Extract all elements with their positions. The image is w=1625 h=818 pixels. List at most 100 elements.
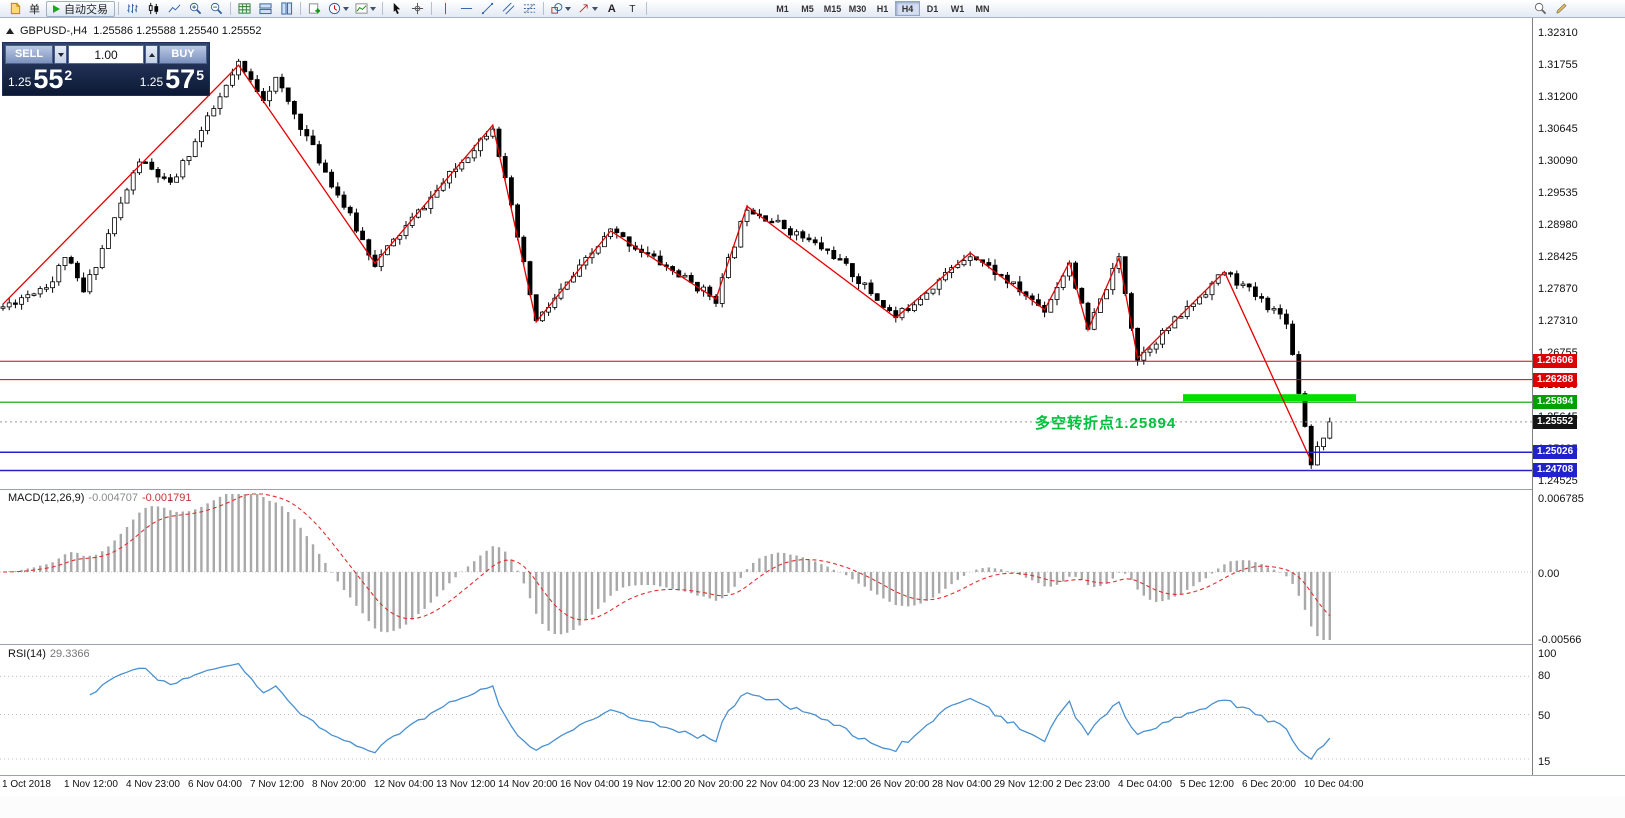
buy-price-display[interactable]: 1.25 57 5: [140, 65, 204, 93]
timeframe-button-mn[interactable]: MN: [975, 3, 990, 14]
timeframe-button-m15[interactable]: M15: [823, 3, 842, 14]
timeframe-button-h4[interactable]: H4: [895, 1, 920, 16]
trade-panel-collapse-arrow-icon[interactable]: [6, 28, 14, 34]
tile-windows-vertical-icon[interactable]: [276, 1, 297, 16]
price-scale-label: 1.32310: [1538, 27, 1578, 39]
horizontal-line-icon[interactable]: [456, 1, 477, 16]
sell-button[interactable]: SELL: [5, 45, 53, 64]
fibonacci-icon[interactable]: [519, 1, 540, 16]
timeframe-button-w1[interactable]: W1: [950, 3, 965, 14]
autotrading-button[interactable]: 自动交易: [46, 0, 115, 17]
timeframe-button-m5[interactable]: M5: [801, 3, 814, 14]
chart-grid-icon[interactable]: [234, 1, 255, 16]
symbol-timeframe-title: GBPUSD-,H4: [20, 25, 88, 37]
channel-icon[interactable]: [498, 1, 519, 16]
price-scale-label: 1.27310: [1538, 315, 1578, 327]
text-icon[interactable]: A: [601, 1, 622, 16]
zoom-in-icon[interactable]: [185, 1, 206, 16]
macd-signal-line: [2, 493, 1331, 621]
current-price-badge: 1.25552: [1533, 415, 1578, 429]
indicators-icon[interactable]: [352, 1, 379, 16]
timeframe-button-m1[interactable]: M1: [776, 3, 789, 14]
price-level-badge[interactable]: 1.25894: [1533, 395, 1578, 409]
annotation-text: 多空转折点1.25894: [1035, 415, 1177, 432]
time-axis-label: 26 Nov 20:00: [870, 779, 930, 790]
cursor-icon[interactable]: [386, 1, 407, 16]
text-label-icon[interactable]: T: [622, 1, 643, 16]
price-scale-label: 1.30090: [1538, 155, 1578, 167]
caret-down-icon: [57, 52, 64, 57]
trendline-icon[interactable]: [477, 1, 498, 16]
rsi-line: [89, 662, 1331, 761]
price-chart-canvas[interactable]: [0, 18, 1532, 489]
rsi-value: 29.3366: [49, 648, 90, 660]
zoom-out-icon[interactable]: [206, 1, 227, 16]
price-level-badge[interactable]: 1.24708: [1533, 463, 1578, 477]
toolbar-separator: [300, 2, 301, 15]
candlestick-chart-icon[interactable]: [143, 1, 164, 16]
volume-up-button[interactable]: [145, 45, 158, 64]
volume-input[interactable]: [68, 45, 144, 64]
bar-chart-icon[interactable]: [122, 1, 143, 16]
macd-scale-label: 0.006785: [1538, 493, 1584, 505]
rsi-scale-label: 80: [1538, 670, 1551, 682]
trade-panel-quotes: 1.25 55 2 1.25 57 5: [5, 64, 207, 93]
timeframe-button-d1[interactable]: D1: [926, 3, 939, 14]
autotrading-play-icon: [53, 4, 60, 13]
time-axis-label: 16 Nov 04:00: [560, 779, 620, 790]
price-scale-label: 1.30645: [1538, 123, 1578, 135]
new-order-label: 单: [29, 3, 40, 16]
order-document-icon: [5, 1, 26, 16]
rsi-label: RSI(14): [8, 648, 46, 660]
zigzag-line[interactable]: [2, 64, 1312, 462]
rsi-canvas[interactable]: [0, 645, 1532, 774]
price-scale-label: 1.28425: [1538, 251, 1578, 263]
price-scale[interactable]: 1.32310 1.31755 1.31200 1.30645 1.30090 1.295…: [1532, 18, 1625, 775]
macd-canvas[interactable]: [0, 490, 1532, 644]
price-level-badge[interactable]: 1.25026: [1533, 445, 1578, 459]
timeframe-button-m30[interactable]: M30: [848, 3, 867, 14]
price-level-badge[interactable]: 1.26288: [1533, 373, 1578, 387]
one-click-trading-panel: SELL BUY 1.25 55 2 1.25 57 5: [2, 42, 210, 96]
new-order-button[interactable]: 单: [3, 1, 42, 17]
edit-pencil-icon[interactable]: [1551, 1, 1572, 16]
new-chart-icon[interactable]: [304, 1, 325, 16]
time-axis[interactable]: 1 Oct 2018 1 Nov 12:00 4 Nov 23:00 6 Nov 04…: [0, 776, 1625, 796]
time-axis-label: 19 Nov 12:00: [622, 779, 682, 790]
toolbar-separator: [646, 2, 647, 15]
pane-separator[interactable]: [0, 489, 1625, 490]
price-scale-label: 1.31755: [1538, 59, 1578, 71]
dropdown-caret-icon: [370, 6, 376, 11]
support-highlight-bar[interactable]: [1183, 394, 1356, 402]
tile-windows-horizontal-icon[interactable]: [255, 1, 276, 16]
arrows-icon[interactable]: [574, 1, 601, 16]
line-chart-icon[interactable]: [164, 1, 185, 16]
timeframe-toolbar: M1 M5 M15 M30 H1 H4 D1 W1 MN: [770, 1, 995, 16]
time-axis-label: 29 Nov 12:00: [994, 779, 1054, 790]
svg-text:T: T: [629, 4, 635, 15]
time-axis-label: 10 Dec 04:00: [1304, 779, 1364, 790]
price-level-badge[interactable]: 1.26606: [1533, 354, 1578, 368]
timeframe-button-h1[interactable]: H1: [876, 3, 889, 14]
symbol-header: GBPUSD-,H4 1.25586 1.25588 1.25540 1.255…: [6, 25, 261, 37]
macd-label: MACD(12,26,9): [8, 492, 85, 504]
macd-signal-value: -0.001791: [141, 492, 192, 504]
toolbar-separator: [543, 2, 544, 15]
sell-price-display[interactable]: 1.25 55 2: [8, 65, 72, 93]
dropdown-caret-icon: [592, 6, 598, 11]
time-axis-label: 1 Oct 2018: [2, 779, 51, 790]
search-icon[interactable]: [1530, 1, 1551, 16]
shapes-icon[interactable]: [547, 1, 574, 16]
period-selector-icon[interactable]: [325, 1, 352, 16]
volume-down-button[interactable]: [54, 45, 67, 64]
crosshair-icon[interactable]: [407, 1, 428, 16]
symbol-ohlc-values: 1.25586 1.25588 1.25540 1.25552: [93, 25, 262, 37]
vertical-line-icon[interactable]: [435, 1, 456, 16]
time-axis-label: 4 Nov 23:00: [126, 779, 180, 790]
time-axis-label: 5 Dec 12:00: [1180, 779, 1234, 790]
buy-button[interactable]: BUY: [159, 45, 207, 64]
pane-separator[interactable]: [0, 644, 1625, 645]
price-scale-label: 1.29535: [1538, 187, 1578, 199]
time-axis-label: 2 Dec 23:00: [1056, 779, 1110, 790]
